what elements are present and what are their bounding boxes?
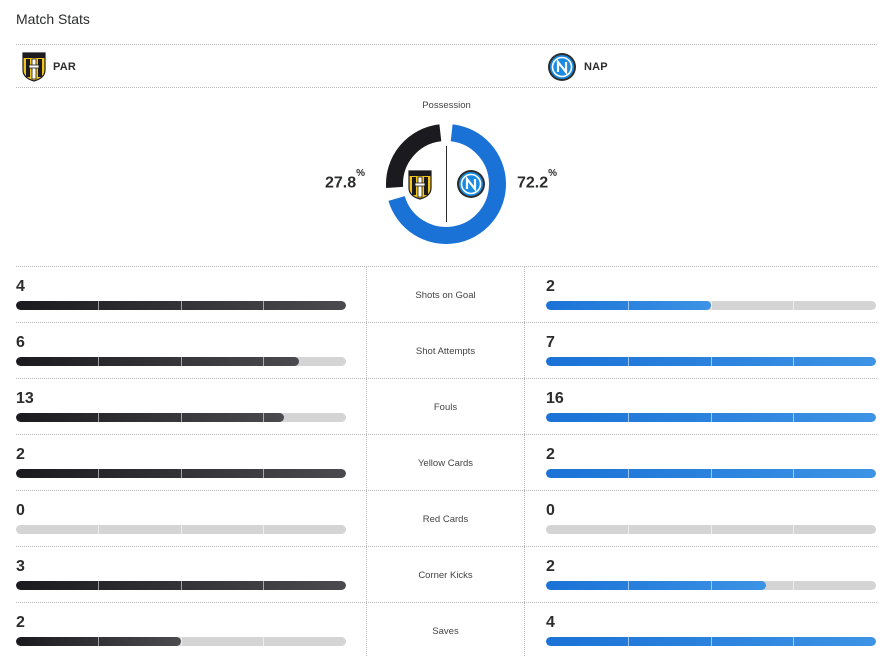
parma-crest-icon <box>22 52 46 82</box>
away-stat-bar <box>546 637 876 646</box>
home-stat-value: 13 <box>16 390 34 407</box>
away-stat-bar-fill <box>546 301 711 310</box>
away-stat-value: 2 <box>546 278 555 295</box>
away-stat-bar-fill <box>546 413 876 422</box>
stats-table: 4 Shots on Goal 2 6 Shot Attempts 7 13 Fouls 16 2… <box>16 266 877 656</box>
stat-label: Corner Kicks <box>418 570 473 581</box>
away-possession-value: 72.2% <box>517 168 558 192</box>
napoli-crest-icon <box>547 52 577 82</box>
home-stat-bar-fill <box>16 357 299 366</box>
home-stat-bar <box>16 637 346 646</box>
home-stat-value: 6 <box>16 334 25 351</box>
home-stat-bar-fill <box>16 413 285 422</box>
home-possession-value: 27.8% <box>325 168 366 192</box>
teams-header: PAR NAP <box>16 44 877 88</box>
home-stat-bar-fill <box>16 637 181 646</box>
away-stat-value: 2 <box>546 558 555 575</box>
stat-label-cell <box>366 379 525 434</box>
stat-row: 6 Shot Attempts 7 <box>16 322 877 378</box>
away-team[interactable]: NAP <box>547 52 608 82</box>
stat-row: 2 Yellow Cards 2 <box>16 434 877 490</box>
stat-label-cell <box>366 323 525 378</box>
away-stat-bar <box>546 357 876 366</box>
away-stat-bar <box>546 301 876 310</box>
stat-label-cell <box>366 435 525 490</box>
away-stat-bar <box>546 469 876 478</box>
away-stat-value: 4 <box>546 614 555 631</box>
possession-arc-away <box>388 124 506 244</box>
stat-label-cell <box>366 603 525 656</box>
match-stats-title: Match Stats <box>16 11 90 27</box>
home-stat-value: 2 <box>16 614 25 631</box>
away-stat-bar-fill <box>546 637 876 646</box>
stat-row: 0 Red Cards 0 <box>16 490 877 546</box>
possession-label: Possession <box>422 100 471 111</box>
home-stat-bar <box>16 581 346 590</box>
home-stat-bar <box>16 301 346 310</box>
home-stat-value: 4 <box>16 278 25 295</box>
stat-row: 2 Saves 4 <box>16 602 877 656</box>
stat-label-cell <box>366 547 525 602</box>
possession-arc-home <box>386 124 442 188</box>
donut-divider <box>446 146 447 222</box>
away-stat-value: 7 <box>546 334 555 351</box>
home-stat-bar-fill <box>16 301 346 310</box>
away-stat-bar <box>546 413 876 422</box>
home-stat-value: 0 <box>16 502 25 519</box>
napoli-crest-icon <box>456 169 486 204</box>
possession-donut <box>386 124 506 244</box>
home-stat-bar <box>16 357 346 366</box>
parma-crest-icon <box>408 170 432 205</box>
home-stat-bar <box>16 525 346 534</box>
away-stat-bar <box>546 581 876 590</box>
home-team[interactable]: PAR <box>22 52 76 82</box>
stat-label: Shot Attempts <box>415 346 476 357</box>
stat-row: 4 Shots on Goal 2 <box>16 266 877 322</box>
stat-row: 3 Corner Kicks 2 <box>16 546 877 602</box>
away-stat-bar-fill <box>546 357 876 366</box>
stat-label: Fouls <box>433 402 458 413</box>
away-stat-value: 16 <box>546 390 564 407</box>
stat-label: Yellow Cards <box>417 458 474 469</box>
home-team-abbr: PAR <box>53 61 77 73</box>
stat-label: Saves <box>432 626 459 637</box>
stat-row: 13 Fouls 16 <box>16 378 877 434</box>
stat-label: Shots on Goal <box>415 290 476 301</box>
home-stat-bar <box>16 413 346 422</box>
away-stat-value: 0 <box>546 502 555 519</box>
away-stat-bar-fill <box>546 469 876 478</box>
away-stat-value: 2 <box>546 446 555 463</box>
home-stat-bar-fill <box>16 581 346 590</box>
home-stat-bar <box>16 469 346 478</box>
away-stat-bar <box>546 525 876 534</box>
home-stat-bar-fill <box>16 469 346 478</box>
stat-label-cell <box>366 491 525 546</box>
stat-label-cell <box>366 267 525 322</box>
away-stat-bar-fill <box>546 581 767 590</box>
home-stat-value: 3 <box>16 558 25 575</box>
away-team-abbr: NAP <box>584 61 608 73</box>
stat-label: Red Cards <box>422 514 469 525</box>
home-stat-value: 2 <box>16 446 25 463</box>
